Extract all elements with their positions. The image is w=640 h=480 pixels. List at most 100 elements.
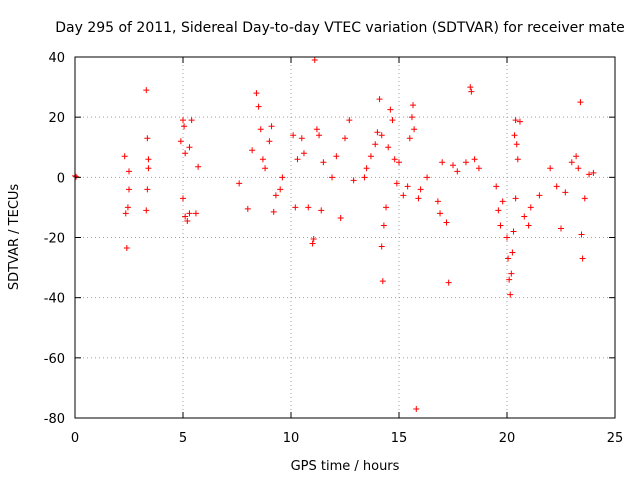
chart-title: Day 295 of 2011, Sidereal Day-to-day VTE… bbox=[55, 20, 625, 36]
data-point bbox=[385, 144, 392, 151]
data-point bbox=[450, 162, 456, 169]
data-point bbox=[182, 213, 189, 220]
x-tick-label: 20 bbox=[499, 431, 516, 446]
data-point bbox=[475, 165, 482, 172]
data-point bbox=[124, 204, 131, 211]
data-point bbox=[507, 291, 514, 298]
data-point bbox=[192, 210, 199, 217]
data-point bbox=[300, 150, 307, 157]
data-point bbox=[586, 171, 593, 178]
data-point bbox=[424, 174, 431, 181]
x-tick-label: 0 bbox=[71, 431, 79, 446]
data-point bbox=[379, 278, 386, 285]
data-point bbox=[333, 153, 340, 160]
data-point bbox=[318, 207, 325, 214]
data-point bbox=[195, 163, 202, 170]
data-point bbox=[180, 195, 186, 202]
data-point bbox=[180, 117, 186, 124]
data-point bbox=[310, 236, 317, 243]
y-tick-label: -80 bbox=[44, 412, 65, 427]
data-point bbox=[553, 183, 560, 190]
data-point bbox=[400, 192, 407, 199]
data-point bbox=[144, 186, 151, 193]
data-point bbox=[536, 192, 543, 199]
data-point bbox=[277, 186, 284, 193]
data-point bbox=[361, 174, 368, 181]
x-tick-label: 15 bbox=[391, 431, 408, 446]
data-point bbox=[73, 173, 80, 180]
data-point bbox=[471, 156, 478, 163]
data-point bbox=[145, 165, 152, 172]
data-point bbox=[527, 204, 534, 211]
data-point bbox=[255, 103, 262, 110]
data-point bbox=[329, 174, 336, 181]
data-point bbox=[514, 156, 521, 163]
data-point bbox=[468, 88, 475, 95]
data-point bbox=[578, 231, 585, 238]
data-point bbox=[387, 106, 394, 113]
data-point bbox=[249, 147, 256, 154]
data-point bbox=[126, 186, 132, 193]
data-point bbox=[126, 168, 132, 175]
data-point bbox=[181, 123, 188, 130]
data-point bbox=[376, 96, 383, 103]
data-point bbox=[497, 222, 504, 229]
data-point bbox=[298, 135, 305, 142]
data-point bbox=[509, 249, 516, 256]
data-point bbox=[495, 207, 502, 214]
data-point bbox=[525, 222, 532, 229]
data-point bbox=[143, 87, 150, 94]
data-point bbox=[378, 243, 385, 250]
data-point bbox=[417, 186, 424, 193]
data-point bbox=[259, 156, 266, 163]
data-point bbox=[454, 168, 461, 175]
data-point bbox=[505, 255, 512, 262]
data-point bbox=[236, 180, 243, 187]
data-point bbox=[374, 129, 381, 136]
data-point bbox=[144, 135, 151, 142]
data-point bbox=[313, 126, 320, 133]
data-point bbox=[573, 153, 580, 160]
data-point bbox=[445, 279, 452, 286]
y-tick-label: 0 bbox=[57, 171, 65, 186]
data-point bbox=[510, 228, 517, 235]
data-point bbox=[121, 153, 128, 160]
data-point bbox=[279, 174, 286, 181]
data-point bbox=[443, 219, 450, 226]
data-point bbox=[389, 117, 396, 124]
data-point bbox=[410, 102, 417, 109]
data-point bbox=[177, 138, 184, 145]
data-point bbox=[512, 195, 519, 202]
data-point bbox=[363, 165, 370, 172]
y-axis-label: SDTVAR / TECUs bbox=[7, 184, 22, 291]
y-tick-label: -20 bbox=[44, 232, 65, 247]
data-point bbox=[462, 159, 469, 166]
y-tick-label: -60 bbox=[44, 352, 65, 367]
data-point bbox=[408, 114, 415, 121]
x-axis-label: GPS time / hours bbox=[291, 459, 400, 474]
data-point bbox=[508, 270, 515, 277]
data-point bbox=[123, 245, 130, 252]
data-point bbox=[266, 138, 273, 145]
data-point bbox=[320, 159, 327, 166]
data-point bbox=[590, 169, 597, 176]
data-point bbox=[411, 126, 418, 133]
data-point bbox=[511, 132, 518, 139]
data-point bbox=[145, 156, 152, 163]
data-point bbox=[257, 126, 264, 133]
data-point bbox=[305, 204, 312, 211]
data-point bbox=[350, 177, 357, 184]
axis-ticks: 0 5 10 15 20 25 -80 -60 -40 -20 0 20 40 bbox=[44, 51, 624, 446]
y-tick-label: 20 bbox=[48, 111, 65, 126]
data-point bbox=[253, 90, 260, 97]
data-point bbox=[547, 165, 554, 172]
data-point bbox=[244, 205, 251, 212]
data-point bbox=[504, 234, 510, 241]
data-point bbox=[393, 180, 400, 187]
data-point bbox=[188, 117, 195, 124]
data-point bbox=[434, 198, 441, 205]
data-point bbox=[512, 117, 519, 124]
data-point bbox=[506, 276, 513, 283]
data-point bbox=[415, 195, 422, 202]
